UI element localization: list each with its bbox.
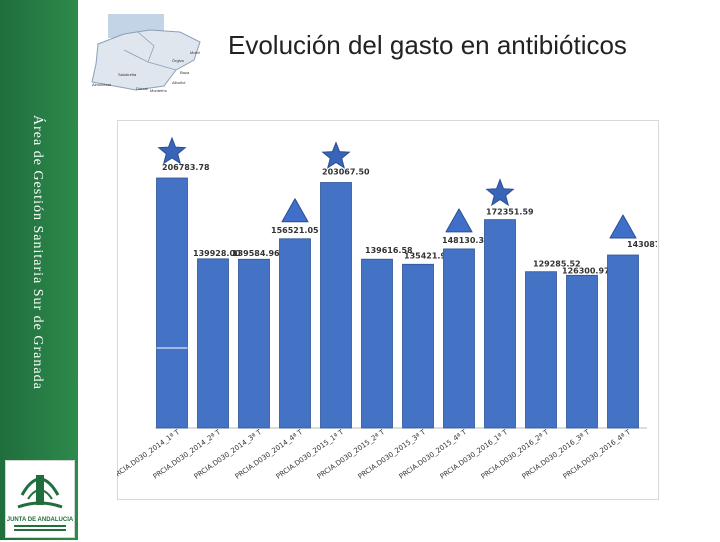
tick-label: PRCIA.D030_2015_2ª T	[316, 428, 387, 481]
bar	[607, 254, 639, 429]
data-label: 139584.96	[232, 249, 280, 258]
map-label: Dúrcal	[136, 86, 148, 91]
map-label: Baza	[180, 70, 190, 75]
tick-label: PRCIA.D030_2014_3ª T	[193, 428, 264, 481]
data-label: 143087.45	[627, 240, 657, 249]
data-label: 156521.05	[271, 226, 319, 235]
junta-logo-graphic: JUNTA DE ANDALUCIA	[7, 475, 74, 531]
data-label: 139928.00	[193, 249, 241, 258]
data-label: 203067.50	[322, 167, 370, 176]
bar	[443, 248, 475, 429]
tick-label: PRCIA.D030_2014_4ª T	[234, 428, 305, 481]
bar	[484, 219, 516, 429]
star-marker	[321, 141, 351, 169]
sidebar-text: Área de Gestión Sanitaria Sur de Granada	[30, 115, 45, 390]
map-label: Montefrío	[150, 88, 168, 93]
tick-label: PRCIA.D030_2016_4ª T	[562, 428, 633, 481]
tick-label: PRCIA.D030_2015_1ª T	[275, 428, 346, 481]
tick-label: PRCIA.D030_2015_3ª T	[357, 428, 428, 481]
bar	[156, 177, 188, 429]
tick-label: PRCIA.D030_2016_1ª T	[439, 428, 510, 481]
junta-logo: JUNTA DE ANDALUCIA	[5, 460, 75, 538]
bar	[238, 258, 270, 429]
tick-label: PRCIA.D030_2014_1ª T	[117, 428, 182, 481]
bar	[566, 274, 598, 429]
data-label: 129285.52	[533, 260, 581, 269]
bar	[320, 182, 352, 429]
map-label: Almuñécar	[92, 82, 112, 87]
bar	[402, 263, 434, 429]
data-label: 148130.32	[442, 236, 490, 245]
area-map-thumbnail: Motril Órgiva Baza Salobreña Almuñécar A…	[91, 14, 201, 93]
data-label: 139616.58	[365, 246, 413, 255]
logo-text: JUNTA DE ANDALUCIA	[7, 517, 74, 523]
sidebar-band: Área de Gestión Sanitaria Sur de Granada…	[0, 0, 78, 540]
bar	[197, 258, 229, 429]
map-label: Albuñol	[172, 80, 185, 85]
triangle-marker	[445, 208, 473, 233]
bar	[361, 258, 393, 429]
tick-label: PRCIA.D030_2016_2ª T	[480, 428, 551, 481]
tick-label: PRCIA.D030_2016_3ª T	[521, 428, 592, 481]
star-marker	[485, 178, 515, 207]
tick-label: PRCIA.D030_2014_2ª T	[152, 428, 223, 481]
map-label: Salobreña	[118, 72, 137, 77]
data-label: 172351.59	[486, 208, 534, 217]
bar	[525, 271, 557, 429]
data-label: 206783.78	[162, 163, 210, 172]
data-label: 126300.97	[562, 266, 610, 275]
bar	[279, 238, 311, 429]
data-label: 135421.96	[404, 251, 452, 260]
page-title: Evolución del gasto en antibióticos	[228, 30, 627, 60]
star-marker	[157, 136, 187, 165]
chart: 206783.78 PRCIA.D030_2014_1ª T 139928.00 PR…	[117, 136, 657, 481]
map-label: Órgiva	[172, 58, 185, 63]
tick-label: PRCIA.D030_2015_4ª T	[398, 428, 469, 481]
triangle-marker	[609, 214, 637, 239]
triangle-marker	[281, 198, 309, 223]
map-label: Motril	[190, 50, 200, 55]
